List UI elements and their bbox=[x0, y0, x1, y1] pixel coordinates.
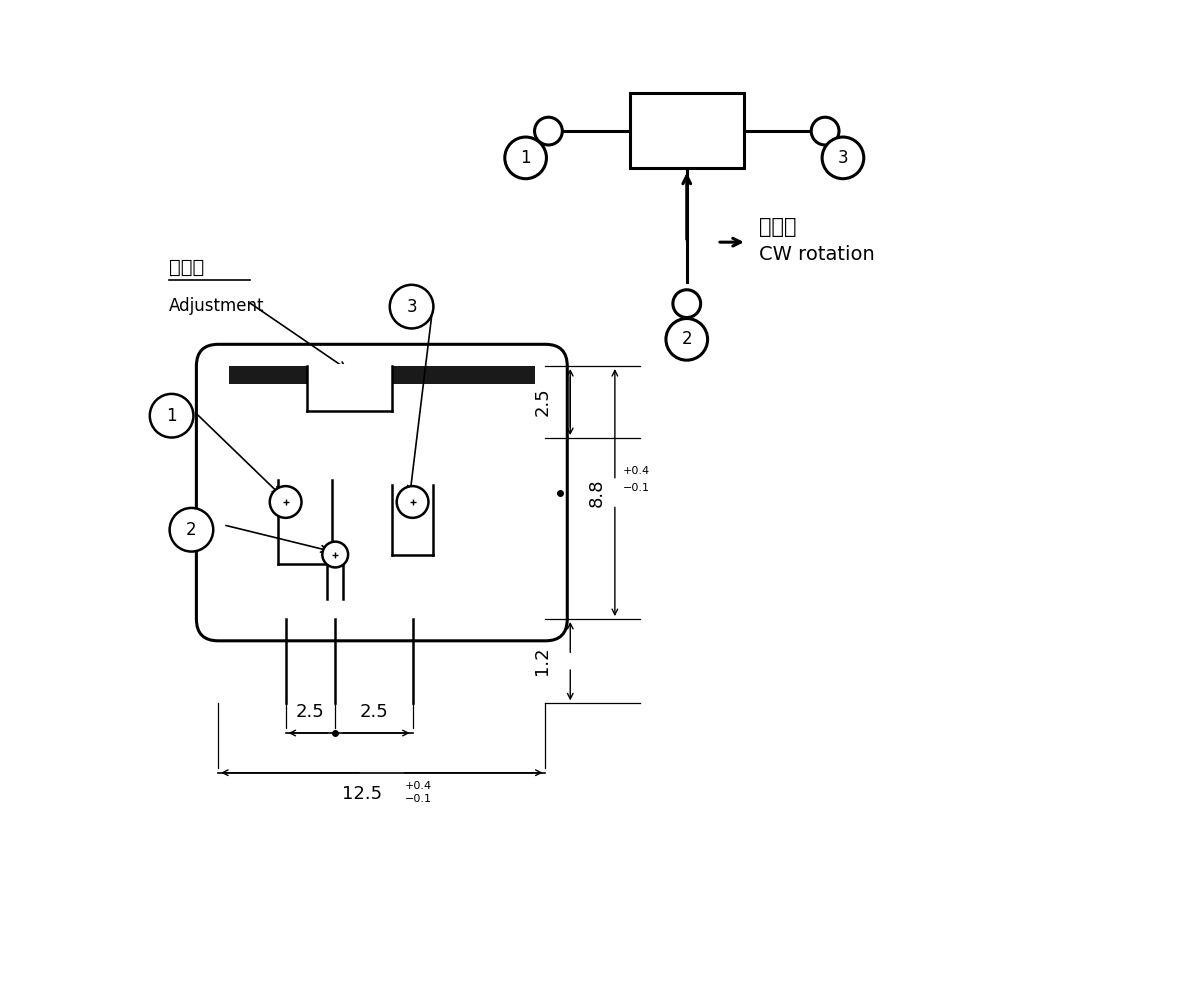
Text: 3: 3 bbox=[838, 149, 848, 167]
Bar bbox=[307, 364, 391, 411]
Text: 1.2: 1.2 bbox=[534, 647, 552, 675]
Circle shape bbox=[505, 137, 546, 179]
Circle shape bbox=[150, 394, 193, 438]
Circle shape bbox=[534, 117, 563, 145]
Text: 2: 2 bbox=[682, 330, 692, 348]
Text: 1: 1 bbox=[167, 407, 176, 425]
Text: 2.5: 2.5 bbox=[534, 388, 552, 416]
Text: 2: 2 bbox=[186, 521, 197, 539]
Circle shape bbox=[811, 117, 839, 145]
Text: +0.4: +0.4 bbox=[404, 781, 432, 791]
Text: 3: 3 bbox=[407, 298, 416, 316]
Circle shape bbox=[397, 486, 428, 518]
Text: 1: 1 bbox=[521, 149, 530, 167]
Text: −0.1: −0.1 bbox=[623, 483, 650, 493]
Text: 8.8: 8.8 bbox=[588, 478, 606, 507]
Text: −0.1: −0.1 bbox=[404, 794, 432, 804]
Circle shape bbox=[169, 508, 214, 552]
Circle shape bbox=[822, 137, 864, 179]
Circle shape bbox=[270, 486, 301, 518]
Circle shape bbox=[666, 319, 708, 360]
Text: 2.5: 2.5 bbox=[360, 703, 389, 721]
Text: Adjustment: Adjustment bbox=[169, 297, 264, 315]
Circle shape bbox=[390, 285, 433, 328]
Text: 2.5: 2.5 bbox=[296, 703, 325, 721]
Circle shape bbox=[323, 542, 348, 567]
Text: 右回り: 右回り bbox=[758, 217, 796, 237]
Text: 調整面: 調整面 bbox=[169, 258, 204, 277]
Text: +0.4: +0.4 bbox=[623, 466, 650, 476]
Circle shape bbox=[673, 290, 701, 318]
Bar bbox=[229, 366, 534, 384]
Text: 12.5: 12.5 bbox=[342, 785, 382, 803]
FancyBboxPatch shape bbox=[197, 344, 568, 641]
Bar bbox=[630, 93, 744, 168]
Text: CW rotation: CW rotation bbox=[758, 245, 875, 264]
